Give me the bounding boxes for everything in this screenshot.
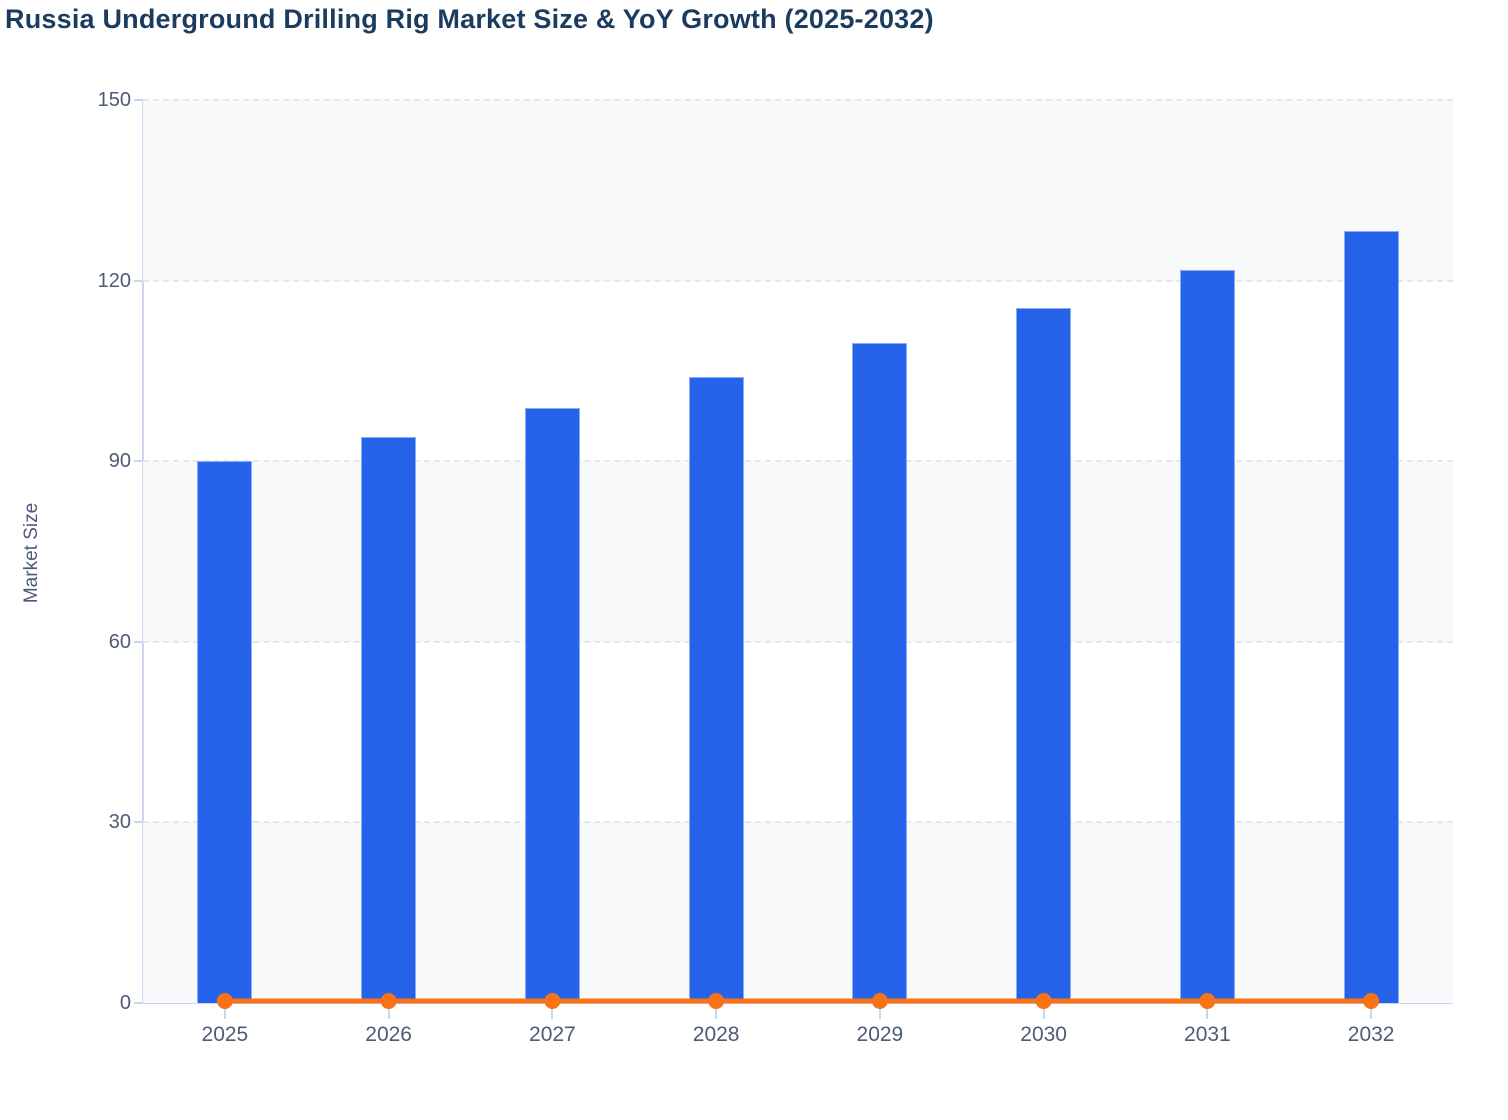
y-tick-label: 90 xyxy=(108,450,131,473)
bar-2025 xyxy=(197,461,253,1003)
plot-band xyxy=(143,100,1453,281)
yoy-growth-marker-2027 xyxy=(544,993,561,1009)
y-tick-label: 60 xyxy=(108,630,131,653)
yoy-growth-marker-2030 xyxy=(1035,993,1052,1009)
x-tick-label-2027: 2027 xyxy=(529,1023,576,1046)
x-tick-label-2030: 2030 xyxy=(1020,1023,1067,1046)
y-axis-title: Market Size xyxy=(21,502,42,604)
x-tick-label-2029: 2029 xyxy=(856,1023,904,1046)
x-tick-label-2026: 2026 xyxy=(365,1023,412,1046)
bar-2032 xyxy=(1343,230,1399,1003)
yoy-growth-marker-2028 xyxy=(708,993,725,1009)
y-tick-mark xyxy=(134,640,143,643)
x-tick-mark xyxy=(1042,1004,1045,1019)
gridline-120 xyxy=(143,279,1453,282)
x-tick-mark xyxy=(551,1004,554,1019)
x-tick-mark xyxy=(1206,1004,1209,1019)
gridline-60 xyxy=(143,640,1453,643)
yoy-growth-marker-2026 xyxy=(380,993,397,1009)
yoy-growth-marker-2032 xyxy=(1363,993,1380,1009)
chart-title: Russia Underground Drilling Rig Market S… xyxy=(5,4,934,34)
gridline-90 xyxy=(143,460,1453,463)
yoy-growth-marker-2025 xyxy=(216,993,233,1009)
x-tick-label-2031: 2031 xyxy=(1184,1023,1231,1046)
gridline-150 xyxy=(143,99,1453,102)
x-tick-mark xyxy=(223,1004,226,1019)
y-tick-mark xyxy=(134,279,143,282)
x-tick-label-2032: 2032 xyxy=(1347,1023,1395,1046)
x-tick-mark xyxy=(878,1004,881,1019)
bar-2026 xyxy=(361,436,417,1003)
yoy-growth-series xyxy=(216,993,1380,1009)
x-tick-mark xyxy=(1370,1004,1373,1019)
y-tick-mark xyxy=(134,460,143,463)
y-tick-mark xyxy=(134,1002,143,1004)
yoy-growth-marker-2031 xyxy=(1199,993,1216,1009)
y-tick-label: 120 xyxy=(97,269,131,292)
plot-area xyxy=(143,99,1453,1009)
y-tick-label: 150 xyxy=(97,89,131,111)
y-tick-label: 30 xyxy=(108,811,131,834)
y-tick-mark xyxy=(134,99,143,101)
bar-2029 xyxy=(852,342,908,1003)
x-tick-label-2028: 2028 xyxy=(692,1023,740,1046)
x-tick-mark xyxy=(387,1004,390,1019)
bar-2028 xyxy=(688,376,744,1003)
x-tick-mark xyxy=(715,1004,718,1019)
x-tick-label-2025: 2025 xyxy=(201,1023,249,1046)
bar-2027 xyxy=(524,407,580,1003)
bar-2030 xyxy=(1016,307,1072,1003)
y-tick-mark xyxy=(134,821,143,824)
gridline-30 xyxy=(143,821,1453,824)
y-tick-label: 0 xyxy=(119,992,131,1014)
bar-2031 xyxy=(1179,269,1235,1003)
yoy-growth-marker-2029 xyxy=(871,993,888,1009)
